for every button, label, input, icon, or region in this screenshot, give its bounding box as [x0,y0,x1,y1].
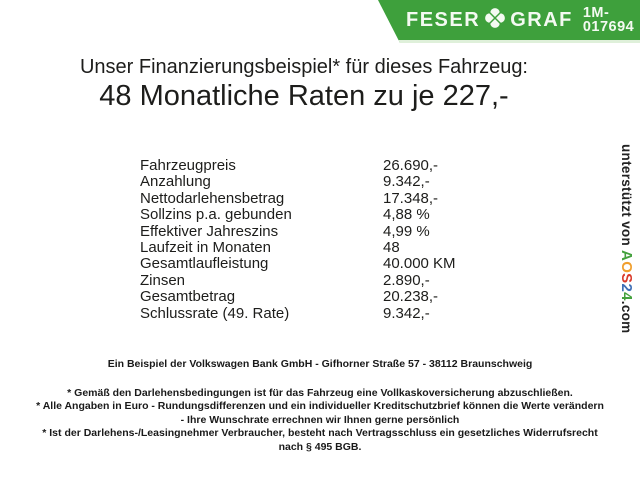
disclaimer-block: * Gemäß den Darlehensbedingungen ist für… [0,387,640,454]
row-label: Effektiver Jahreszins [140,222,279,240]
row-value: 48 [383,239,400,257]
row-label: Schlussrate (49. Rate) [140,304,290,322]
row-label: Gesamtlaufleistung [140,255,269,273]
clover-icon [484,7,506,34]
bank-example-line: Ein Beispiel der Volkswagen Bank GmbH - … [107,358,533,370]
brand-name-feser: FESER [406,9,481,31]
monthly-rate-headline: 48 Monatliche Raten zu je 227,- [99,80,509,112]
row-label: Fahrzeugpreis [140,157,236,174]
row-label: Anzahlung [140,173,211,191]
row-label: Sollzins p.a. gebunden [140,206,292,224]
table-row: Anzahlung 9.342,- [140,173,456,191]
row-label: Laufzeit in Monaten [140,239,271,257]
supported-by-label: unterstützt von [619,144,634,251]
aos24-domain-suffix: .com [619,300,634,334]
row-label: Zinsen [140,271,186,289]
disclaimer-line: * Alle Angaben in Euro - Rundungsdiffere… [36,400,604,413]
row-value: 4,99 % [383,222,430,240]
table-row: Effektiver Jahreszins 4,99 % [140,222,456,240]
table-row: Gesamtlaufleistung 40.000 KM [140,255,456,273]
row-value: 17.348,- [383,189,439,207]
brand-name-graf: GRAF [510,9,573,31]
aos24-logo-letter: A [618,250,635,262]
row-label: Nettodarlehensbetrag [140,189,285,207]
table-row: Laufzeit in Monaten 48 [140,239,456,257]
aos24-logo-letter: 2 [618,283,635,293]
table-row: Zinsen 2.890,- [140,271,456,289]
aos24-logo-letter: 4 [618,292,635,301]
row-value: 20.238,- [383,288,439,306]
row-value: 4,88 % [383,206,430,224]
row-value: 9.342,- [383,173,430,191]
aos24-logo-letter: S [618,273,635,284]
row-value: 40.000 KM [383,255,456,273]
disclaimer-line: * Ist der Darlehens-/Leasingnehmer Verbr… [42,427,598,440]
row-value: 9.342,- [383,304,430,322]
row-label: Gesamtbetrag [140,288,236,306]
brand-header-bar: FESER GRAF 1M-017694 [378,0,640,43]
disclaimer-line: - Ihre Wunschrate errechnen wir Ihnen ge… [180,413,460,426]
aos24-logo-letter: O [618,261,635,274]
page-title: Unser Finanzierungsbeispiel* für dieses … [79,56,528,78]
row-value: 2.890,- [383,271,430,289]
row-value: 26.690,- [383,157,439,174]
table-row: Nettodarlehensbetrag 17.348,- [140,189,456,207]
table-row: Schlussrate (49. Rate) 9.342,- [140,304,456,322]
disclaimer-line: * Gemäß den Darlehensbedingungen ist für… [67,387,573,399]
finance-details-table: Fahrzeugpreis 26.690,- Anzahlung 9.342,-… [140,157,456,322]
table-row: Gesamtbetrag 20.238,- [140,288,456,306]
table-row: Fahrzeugpreis 26.690,- [140,157,456,174]
disclaimer-line: nach § 495 BGB. [278,440,362,453]
supported-by-credit: unterstützt von AOS24.com [618,144,635,334]
table-row: Sollzins p.a. gebunden 4,88 % [140,206,456,224]
offer-reference-number: 1M-017694 [582,4,635,35]
